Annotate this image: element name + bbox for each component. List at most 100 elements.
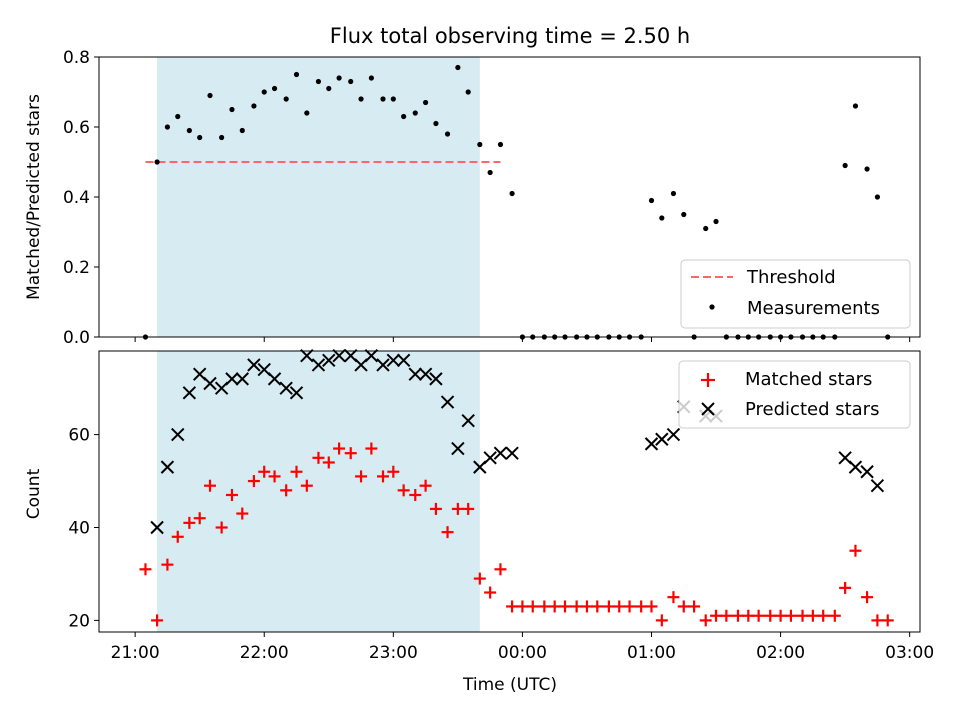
measurement-point	[465, 89, 471, 95]
measurement-point	[326, 85, 332, 92]
matched-star-point	[247, 475, 260, 488]
x-tick-label: 00:00	[498, 643, 547, 663]
measurement-point	[681, 211, 687, 218]
measurement-point	[261, 89, 267, 95]
predicted-marker-b	[300, 348, 314, 363]
measurement-point	[487, 169, 493, 176]
matched-star-point	[570, 600, 583, 613]
measurement-point	[401, 113, 407, 120]
predicted-marker-b	[870, 478, 885, 493]
matched-star-point	[516, 600, 529, 613]
measurement-point	[197, 134, 203, 141]
matched-star-point	[667, 591, 680, 604]
legend-threshold-label: Threshold	[746, 267, 836, 288]
matched-star-point	[861, 591, 874, 604]
measurement-point	[358, 96, 364, 102]
predicted-star-point	[279, 381, 293, 395]
matched-star-point	[215, 521, 228, 534]
predicted-marker-b	[440, 395, 455, 409]
predicted-star-point	[182, 386, 197, 400]
x-axis-label: Time (UTC)	[462, 675, 557, 695]
predicted-marker-b	[247, 358, 261, 372]
predicted-marker-b	[860, 465, 874, 479]
matched-star-point	[280, 484, 293, 497]
predicted-marker-b	[150, 520, 164, 535]
measurement-point	[207, 92, 213, 99]
measurement-point	[497, 141, 504, 148]
top-panel: 0.00.20.40.60.8 Matched/Predicted stars …	[24, 48, 921, 348]
predicted-marker-b	[429, 372, 443, 386]
predicted-star-point	[666, 427, 681, 442]
measurement-point	[852, 103, 859, 109]
x-tick-label: 22:00	[240, 643, 289, 663]
predicted-star-point	[493, 446, 508, 460]
matched-star-point	[171, 530, 184, 543]
predicted-marker-b	[279, 381, 293, 395]
predicted-star-point	[300, 348, 314, 363]
x-tick-label: 23:00	[369, 643, 418, 663]
predicted-marker-b	[848, 460, 863, 474]
matched-star-point	[526, 600, 539, 613]
predicted-marker-b	[182, 386, 197, 400]
matched-star-point	[300, 479, 313, 492]
y-tick-label: 0.8	[63, 48, 90, 68]
matched-star-point	[355, 470, 368, 483]
measurement-point	[283, 96, 289, 102]
matched-star-point	[871, 614, 884, 627]
measurement-point	[175, 113, 181, 120]
predicted-star-point	[655, 432, 669, 446]
matched-star-point	[506, 600, 519, 613]
matched-star-point	[849, 544, 862, 557]
measurement-point	[433, 120, 439, 127]
measurement-point	[477, 141, 483, 148]
predicted-star-point	[235, 372, 249, 386]
measurement-point	[703, 225, 709, 232]
matched-star-point	[494, 563, 507, 576]
matched-star-point	[688, 600, 701, 613]
predicted-star-point	[267, 372, 282, 386]
matched-star-point	[677, 600, 690, 613]
predicted-marker-b	[332, 348, 346, 363]
measurement-point	[304, 110, 310, 116]
measurement-point	[874, 194, 881, 200]
x-tick-label: 21:00	[111, 643, 160, 663]
predicted-star-point	[860, 465, 874, 479]
legend-measurements-label: Measurements	[747, 298, 880, 319]
predicted-marker-b	[386, 353, 401, 367]
measurement-point	[251, 103, 257, 109]
matched-star-point	[655, 614, 668, 627]
matched-star-point	[731, 609, 744, 622]
measurement-point	[271, 85, 278, 92]
predicted-marker-b	[418, 367, 433, 381]
measurement-point	[380, 96, 386, 102]
predicted-star-point	[870, 478, 885, 493]
predicted-star-point	[160, 460, 175, 474]
measurement-point	[670, 190, 677, 197]
matched-star-point	[365, 442, 378, 455]
predicted-marker-b	[289, 386, 304, 400]
predicted-marker-b	[396, 353, 411, 367]
matched-star-point	[193, 512, 206, 525]
measurement-point	[713, 218, 719, 225]
bottom-axes-frame	[98, 350, 921, 633]
predicted-star-point	[364, 348, 379, 363]
measurement-point	[368, 75, 374, 81]
matched-star-point	[742, 609, 755, 622]
predicted-star-point	[289, 386, 304, 400]
predicted-marker-b	[235, 372, 249, 386]
predicted-star-point	[203, 376, 217, 391]
matched-star-point	[322, 456, 335, 469]
y-tick-label: 0.0	[63, 328, 90, 348]
matched-star-point	[290, 465, 303, 478]
predicted-marker-b	[225, 372, 239, 386]
predicted-star-point	[483, 451, 497, 465]
measurement-point	[239, 127, 245, 134]
predicted-star-point	[644, 437, 659, 451]
matched-star-point	[839, 581, 852, 594]
predicted-star-point	[848, 460, 863, 474]
predicted-marker-b	[483, 451, 497, 465]
matched-star-point	[602, 600, 615, 613]
predicted-marker-b	[376, 358, 390, 372]
measurement-point	[293, 71, 300, 78]
